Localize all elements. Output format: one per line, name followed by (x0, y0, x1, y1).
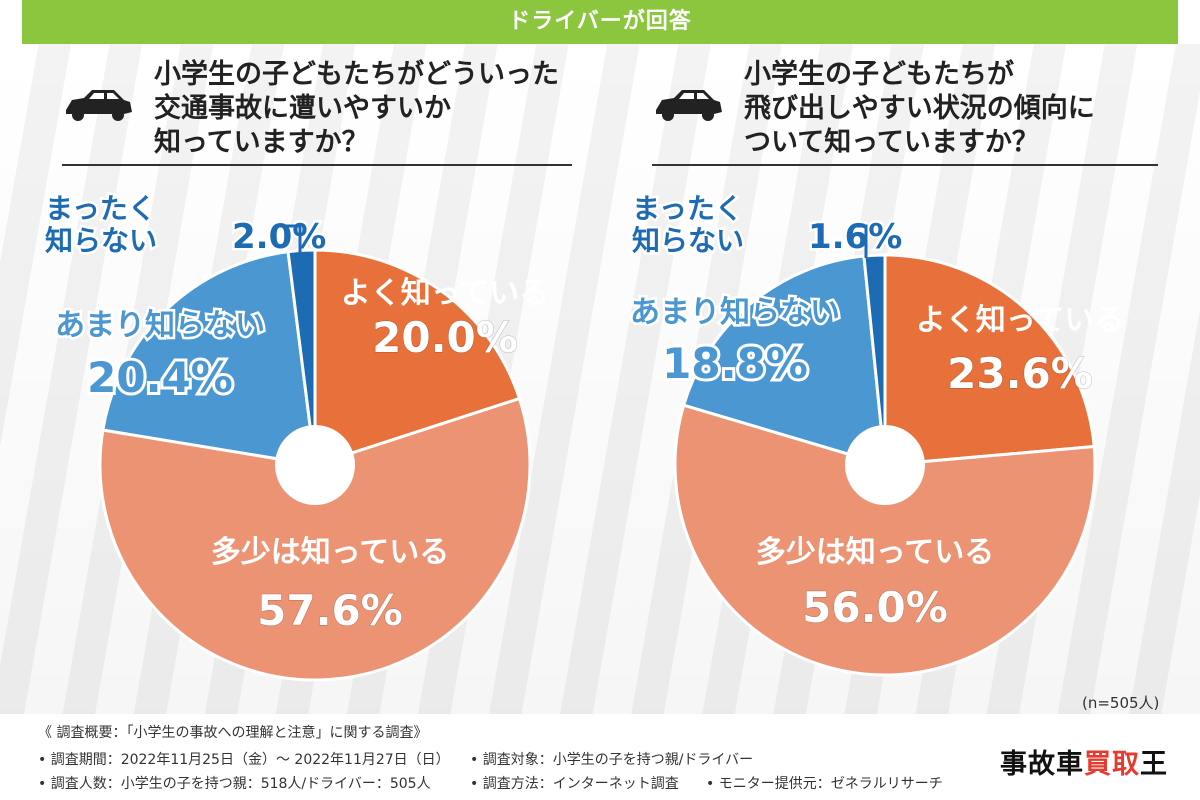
pie-0-label-2: あまり知らない (55, 308, 265, 343)
pie-0-label-3-line-0: まったく (45, 192, 156, 225)
right-question-line-3: ついて知っていますか？ (744, 127, 1039, 158)
right-question-text: 小学生の子どもたちが 飛び出しやすい状況の傾向に ついて知っていますか？ (744, 58, 1164, 160)
left-question-text: 小学生の子どもたちがどういった 交通事故に遭いやすいか 知っていますか？ (154, 58, 574, 160)
pie-1-label-2: あまり知らない (630, 295, 840, 330)
logo-part-1: 事故車 (1000, 749, 1084, 780)
pie-0-value-2: 20.4% (87, 353, 233, 402)
left-question-line-1: 小学生の子どもたちがどういった (154, 59, 559, 90)
survey-target: • 調査対象：小学生の子を持つ親/ドライバー (470, 752, 754, 768)
right-question: 小学生の子どもたちが 飛び出しやすい状況の傾向に ついて知っていますか？ (652, 58, 1152, 168)
left-question-line-2: 交通事故に遭いやすいか (154, 93, 451, 124)
logo-part-3: 王 (1140, 749, 1168, 780)
pie-0-value-3: 2.0% (232, 217, 326, 257)
pie-1-slice-2 (681, 254, 887, 468)
pie-0-label-0: よく知っている (341, 276, 550, 311)
pie-0-value-1: 57.6% (257, 586, 403, 635)
pie-1-label-3-line-0: まったく (632, 192, 743, 225)
header-bar: ドライバーが回答 (22, 0, 1178, 44)
pie-1-value-3: 1.6% (808, 217, 902, 257)
pie-1-value-0: 23.6% (947, 349, 1093, 398)
left-question: 小学生の子どもたちがどういった 交通事故に遭いやすいか 知っていますか？ (62, 58, 562, 168)
pie-1-bracket (852, 224, 868, 258)
right-question-line-1: 小学生の子どもたちが (744, 59, 1014, 90)
pie-0-slice-0 (313, 248, 522, 468)
pie-1-center-hole (845, 425, 925, 505)
sample-size: (n=505人) (1082, 694, 1160, 712)
left-question-line-3: 知っていますか？ (154, 127, 369, 158)
right-title-rule (652, 164, 1158, 166)
car-icon (656, 90, 722, 121)
survey-count: • 調査人数：小学生の子を持つ親：518人/ドライバー：505人 (38, 776, 431, 792)
logo-part-2: 買取 (1084, 749, 1140, 780)
pie-1-label-3-line-1: 知らない (632, 224, 744, 257)
left-title-rule (62, 164, 572, 166)
pie-0-label-1: 多少は知っている (211, 535, 450, 570)
pie-0-value-0: 20.0% (372, 313, 518, 362)
pie-0-center-hole (275, 425, 355, 505)
pie-1-value-1: 56.0% (802, 583, 948, 632)
brand-logo: 事故車買取王 (1000, 742, 1168, 781)
survey-method: • 調査方法：インターネット調査 (470, 776, 679, 792)
pie-1-slice-0 (883, 253, 1096, 467)
pie-0-slice-1 (98, 396, 532, 682)
pie-1-slice-3 (862, 253, 887, 466)
survey-period: • 調査期間：2022年11月25日（金）～ 2022年11月27日（日） (38, 752, 450, 768)
pie-1-label-0: よく知っている (916, 303, 1125, 338)
pie-1-value-2: 18.8% (662, 339, 808, 388)
car-icon (66, 90, 132, 121)
survey-summary: 《 調査概要：「小学生の事故への理解と注意」に関する調査》 (38, 725, 428, 741)
pie-0-slice-2 (101, 250, 317, 467)
pie-0-label-3-line-1: 知らない (45, 224, 157, 257)
right-question-line-2: 飛び出しやすい状況の傾向に (744, 93, 1095, 124)
survey-provider: • モニター提供元：ゼネラルリサーチ (706, 776, 943, 792)
pie-1-slice-1 (673, 403, 1097, 677)
pie-1-label-1: 多少は知っている (756, 535, 995, 570)
pie-0-bracket (286, 224, 302, 258)
